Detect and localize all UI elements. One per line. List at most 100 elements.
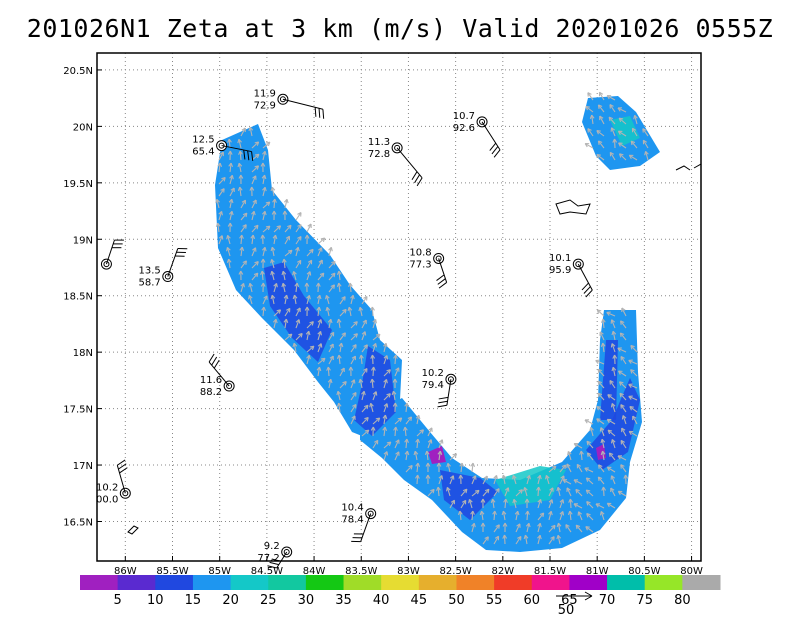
wind-vector-arrow <box>350 355 356 365</box>
wind-vector-arrow <box>644 150 649 161</box>
wind-vector-arrow <box>404 438 409 449</box>
wind-vector-arrow <box>251 153 260 161</box>
wind-barb-flag <box>213 359 220 369</box>
wind-vector-arrow <box>629 406 638 413</box>
wind-vector-arrow <box>427 439 433 449</box>
wind-barb-flag <box>438 396 449 400</box>
wind-vector-arrow <box>347 306 353 317</box>
wind-swath-loop <box>360 310 642 552</box>
wind-vector-arrow <box>597 140 605 149</box>
wind-vector-arrow <box>621 415 627 425</box>
wind-vector-arrow <box>383 441 392 449</box>
station-circle-inner <box>103 261 110 268</box>
wind-vector-arrow <box>565 524 572 533</box>
wind-vector-arrow <box>470 510 475 521</box>
wind-vector-arrow <box>336 354 342 365</box>
wind-vector-arrow <box>281 282 287 293</box>
wind-vector-arrow <box>261 246 267 257</box>
wind-vector-arrow <box>237 162 243 173</box>
wind-vector-arrow <box>271 210 277 221</box>
wind-barb-flag <box>314 107 317 117</box>
wind-vector-arrow <box>262 225 271 233</box>
wind-vector-arrow <box>493 535 500 545</box>
wind-vector-arrow <box>306 345 315 353</box>
wind-vector-arrow <box>240 282 245 293</box>
lon-tick-label: 82.5W <box>440 566 472 577</box>
lat-tick-label: 17.5N <box>63 405 93 416</box>
wind-vector-arrow <box>595 359 605 365</box>
reference-arrow-head <box>584 591 593 601</box>
wind-barb-flag <box>119 467 128 474</box>
colorbar-label: 35 <box>335 593 352 608</box>
colorbar-label: 30 <box>298 593 315 608</box>
wind-band <box>600 340 618 420</box>
wind-vector-arrow <box>606 95 616 101</box>
map-title: 201026N1 Zeta at 3 km (m/s) Valid 202010… <box>26 14 774 43</box>
wind-barb-flag <box>271 558 282 562</box>
wind-vector-arrow <box>228 162 234 173</box>
colorbar: 5 10 15 20 25 30 35 40 45 50 55 60 65 70 75 80 <box>80 575 721 608</box>
latitude-axis: 16.5N 17N 17.5N 18N 18.5N 19N 19.5N 20N 20.5N <box>63 66 102 528</box>
lon-tick-label: 83W <box>397 566 420 577</box>
wind-vector-arrow <box>382 426 388 437</box>
wind-vector-arrow <box>261 306 266 317</box>
lon-tick-label: 81W <box>586 566 609 577</box>
wind-vector-arrow <box>261 210 267 221</box>
wind-vector-arrow <box>262 201 271 209</box>
wind-vector-arrow <box>610 319 616 329</box>
station-plot: 11.688.2 <box>200 353 235 398</box>
wind-vector-arrow <box>437 450 443 461</box>
wind-vector-arrow <box>383 355 389 365</box>
wind-vector-arrow <box>584 467 594 473</box>
station-circle-inner <box>279 96 286 103</box>
colorbar-label: 70 <box>599 593 616 608</box>
wind-barb-flag <box>118 463 127 470</box>
wind-vector-arrow <box>382 414 388 425</box>
station-circle-inner <box>122 490 129 497</box>
wind-vector-arrow <box>339 332 346 341</box>
wind-vector-arrow <box>642 128 649 137</box>
station-speed: 11.6 <box>200 375 222 386</box>
wind-vector-arrow <box>372 343 378 353</box>
wind-vector-arrow <box>240 260 248 269</box>
wind-vector-arrow <box>607 394 616 401</box>
lat-tick-label: 17N <box>73 461 93 472</box>
colorbar-swatch <box>343 575 382 590</box>
wind-vector-arrow <box>537 498 542 509</box>
colorbar-swatch <box>531 575 570 590</box>
station-plot <box>100 239 124 270</box>
wind-vector-arrow <box>575 488 583 497</box>
station-speed: 10.4 <box>341 503 363 514</box>
wind-vector-arrow <box>336 270 342 281</box>
wind-vector-arrow <box>589 114 595 125</box>
wind-vector-arrow <box>372 417 381 425</box>
wind-vector-arrow <box>556 534 562 545</box>
colorbar-label: 15 <box>185 593 202 608</box>
wind-vector-arrow <box>548 465 557 473</box>
wind-vector-arrow <box>370 354 376 365</box>
lat-tick-label: 18.5N <box>63 292 93 303</box>
wind-vector-arrow <box>339 381 347 389</box>
wind-barb-staff <box>438 258 448 283</box>
wind-vector-arrow <box>586 501 594 509</box>
wind-vector-arrow <box>568 498 574 509</box>
coast-cuba <box>675 165 691 171</box>
wind-vector-arrow <box>599 427 605 437</box>
wind-vector-arrow <box>262 186 267 197</box>
wind-vector-arrow <box>632 415 638 425</box>
wind-vector-arrow <box>579 450 584 461</box>
wind-vector-arrow <box>328 343 334 353</box>
station-value: 77.3 <box>409 259 431 270</box>
wind-barb-staff <box>446 379 452 406</box>
wind-vector-arrow <box>446 462 451 473</box>
wind-vector-arrow <box>316 306 322 317</box>
wind-vector-arrow <box>585 477 594 485</box>
wind-vector-arrow <box>391 390 397 401</box>
wind-vector-arrow <box>405 416 413 425</box>
wind-vector-arrow <box>262 141 271 149</box>
wind-vector-arrow <box>240 127 246 137</box>
wind-barb-flag <box>491 146 499 155</box>
wind-vector-arrow <box>577 511 583 521</box>
wind-vector-arrow <box>471 489 480 497</box>
